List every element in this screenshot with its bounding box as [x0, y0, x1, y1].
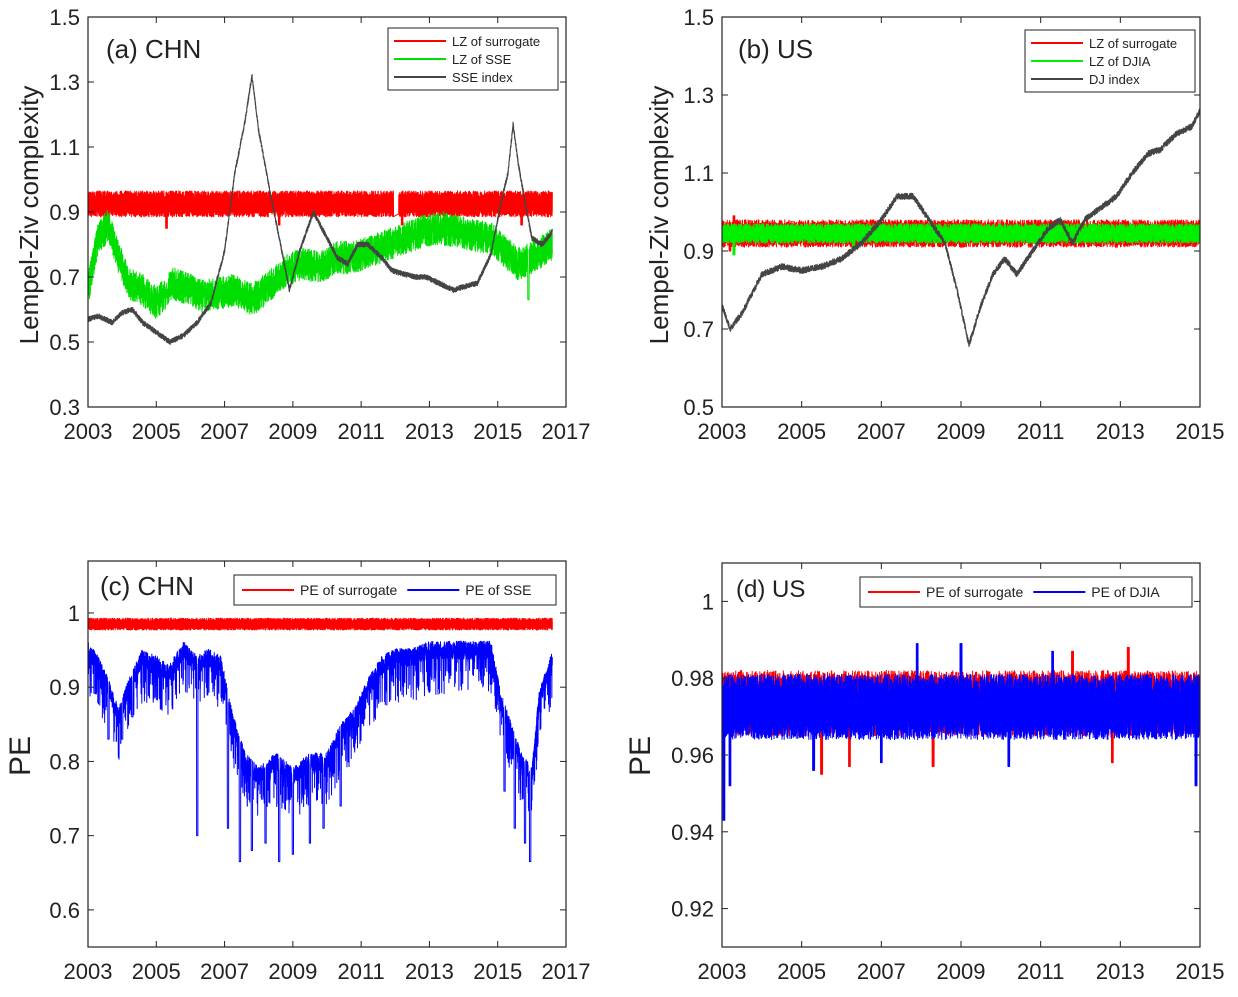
panel-a-xtick-label: 2005: [132, 419, 181, 444]
panel-a-ytick-label: 0.7: [49, 265, 80, 290]
panel-c-legend-label: PE of surrogate: [300, 582, 397, 598]
panel-a: Lempel-Ziv complexity 2003 2005 2007 2009 20…: [14, 5, 590, 444]
panel-b-ytick-label: 1.5: [683, 5, 714, 30]
panel-d-xtick-label: 2015: [1176, 959, 1225, 984]
panel-a-series-sse-index: [88, 74, 553, 345]
panel-b-xtick-label: 2005: [777, 419, 826, 444]
panel-c: PE 2003 2005 2007 2009 2011 2013 2015 2017 0.6 0.…: [4, 560, 591, 984]
panel-c-ytick-label: 0.8: [49, 749, 80, 774]
panel-b-label: (b) US: [738, 34, 813, 64]
panel-a-ytick-label: 1.5: [49, 5, 80, 30]
panel-a-series-lz-of-sse: [88, 210, 553, 319]
panel-a-xtick-label: 2015: [473, 419, 522, 444]
panel-c-legend: PE of surrogate PE of SSE: [233, 574, 557, 606]
panel-c-label: (c) CHN: [100, 571, 194, 601]
panel-b-legend-label: LZ of surrogate: [1089, 36, 1177, 51]
panel-c-series-pe-of-sse: [88, 640, 553, 863]
panel-d-legend-label: PE of surrogate: [926, 584, 1023, 600]
panel-b-legend-label: DJ index: [1089, 72, 1140, 87]
panel-b-xtick-label: 2003: [698, 419, 747, 444]
panel-d: PE 2003 2005 2007 2009 2011 2013 2015 0.92 0.94 0…: [624, 562, 1225, 984]
panel-b-ytick-label: 0.5: [683, 395, 714, 420]
panel-d-legend-label: PE of DJIA: [1091, 584, 1160, 600]
panel-d-ytick-label: 0.96: [671, 743, 714, 768]
panel-d-ytick-label: 0.94: [671, 820, 714, 845]
panel-c-xtick-label: 2003: [64, 959, 113, 984]
panel-c-xtick-label: 2009: [268, 959, 317, 984]
panel-a-xtick-label: 2017: [542, 419, 591, 444]
panel-a-legend: LZ of surrogate LZ of SSE SSE index: [387, 27, 559, 91]
panel-d-xtick-label: 2005: [777, 959, 826, 984]
panel-c-xtick-label: 2011: [337, 959, 384, 984]
panel-b-ytick-label: 1.3: [683, 83, 714, 108]
panel-c-ytick-label: 0.9: [49, 675, 80, 700]
panel-d-series-pe-of-djia: [722, 643, 1200, 821]
panel-b-ytick-label: 0.7: [683, 317, 714, 342]
panel-d-ylabel: PE: [624, 736, 657, 776]
panel-a-ytick-label: 1.3: [49, 70, 80, 95]
panel-a-xtick-label: 2011: [337, 419, 384, 444]
panel-b-legend-label: LZ of DJIA: [1089, 54, 1151, 69]
panel-c-xtick-label: 2013: [405, 959, 454, 984]
panel-b-xtick-label: 2013: [1096, 419, 1145, 444]
panel-c-legend-label: PE of SSE: [465, 582, 531, 598]
panel-a-ytick-label: 0.3: [49, 395, 80, 420]
panel-a-ytick-label: 1.1: [49, 135, 80, 160]
panel-c-xtick-label: 2007: [200, 959, 249, 984]
panel-b-series-dj-index: [722, 107, 1200, 347]
panel-b-ylabel: Lempel-Ziv complexity: [644, 86, 674, 345]
panel-d-xtick-label: 2007: [857, 959, 906, 984]
panel-d-series-group: [722, 643, 1200, 821]
panel-a-xtick-label: 2009: [268, 419, 317, 444]
panel-c-ytick-label: 0.6: [49, 898, 80, 923]
panel-c-series-pe-of-surrogate: [88, 617, 553, 631]
panel-b-xtick-label: 2015: [1176, 419, 1225, 444]
panel-c-xtick-label: 2005: [132, 959, 181, 984]
panel-d-xtick-label: 2003: [698, 959, 747, 984]
panel-c-ytick-label: 0.7: [49, 824, 80, 849]
panel-a-legend-label: LZ of surrogate: [452, 34, 540, 49]
panel-d-legend: PE of surrogate PE of DJIA: [859, 576, 1193, 608]
panel-d-label: (d) US: [736, 576, 805, 603]
panel-b-xtick-label: 2011: [1017, 419, 1064, 444]
panel-a-xtick-label: 2003: [64, 419, 113, 444]
panel-a-ytick-label: 0.9: [49, 200, 80, 225]
panel-d-xtick-label: 2013: [1096, 959, 1145, 984]
panel-b-ytick-label: 1.1: [683, 161, 714, 186]
panel-d-xtick-label: 2011: [1017, 959, 1064, 984]
panel-a-xtick-label: 2007: [200, 419, 249, 444]
panel-d-ytick-label: 0.92: [671, 897, 714, 922]
panel-d-ytick-label: 0.98: [671, 666, 714, 691]
panel-c-axes-frame: [87, 560, 567, 948]
panel-a-series-lz-of-surrogate: [88, 190, 553, 232]
panel-c-ylabel: PE: [4, 736, 37, 776]
panel-d-ytick-label: 1: [702, 589, 714, 614]
panel-a-legend-label: LZ of SSE: [452, 52, 512, 67]
panel-a-ytick-label: 0.5: [49, 330, 80, 355]
panel-a-ylabel: Lempel-Ziv complexity: [14, 86, 44, 345]
panel-a-label: (a) CHN: [106, 34, 201, 64]
panel-b-ytick-label: 0.9: [683, 239, 714, 264]
panel-b: Lempel-Ziv complexity 2003 2005 2007 2009 20…: [644, 5, 1224, 444]
panel-c-xtick-label: 2015: [473, 959, 522, 984]
panel-a-legend-label: SSE index: [452, 70, 513, 85]
panel-b-series-lz-of-djia: [722, 223, 1200, 256]
panel-d-xtick-label: 2009: [937, 959, 986, 984]
panel-a-series-group: [88, 74, 553, 345]
panel-c-ytick-label: 1: [68, 601, 80, 626]
panel-b-xtick-label: 2009: [937, 419, 986, 444]
panel-a-xtick-label: 2013: [405, 419, 454, 444]
panel-b-series-group: [722, 107, 1200, 347]
panel-c-xtick-label: 2017: [542, 959, 591, 984]
panel-c-series-group: [88, 617, 553, 863]
panel-b-legend: LZ of surrogate LZ of DJIA DJ index: [1024, 29, 1196, 93]
panel-b-xtick-label: 2007: [857, 419, 906, 444]
